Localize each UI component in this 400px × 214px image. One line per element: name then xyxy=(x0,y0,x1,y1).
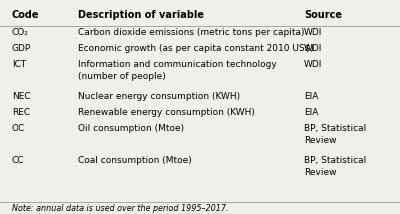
Text: EIA: EIA xyxy=(304,92,318,101)
Text: BP, Statistical
Review: BP, Statistical Review xyxy=(304,156,366,177)
Text: GDP: GDP xyxy=(12,44,31,53)
Text: Source: Source xyxy=(304,10,342,20)
Text: Nuclear energy consumption (KWH): Nuclear energy consumption (KWH) xyxy=(78,92,240,101)
Text: EIA: EIA xyxy=(304,108,318,117)
Text: OC: OC xyxy=(12,124,25,134)
Text: REC: REC xyxy=(12,108,30,117)
Text: Information and communication technology
(number of people): Information and communication technology… xyxy=(78,60,277,81)
Text: Note: annual data is used over the period 1995–2017.: Note: annual data is used over the perio… xyxy=(12,204,228,213)
Text: Oil consumption (Mtoe): Oil consumption (Mtoe) xyxy=(78,124,184,134)
Text: Description of variable: Description of variable xyxy=(78,10,204,20)
Text: Code: Code xyxy=(12,10,40,20)
Text: NEC: NEC xyxy=(12,92,31,101)
Text: Carbon dioxide emissions (metric tons per capita): Carbon dioxide emissions (metric tons pe… xyxy=(78,28,304,37)
Text: WDI: WDI xyxy=(304,28,322,37)
Text: BP, Statistical
Review: BP, Statistical Review xyxy=(304,124,366,145)
Text: CO₂: CO₂ xyxy=(12,28,29,37)
Text: Renewable energy consumption (KWH): Renewable energy consumption (KWH) xyxy=(78,108,255,117)
Text: Coal consumption (Mtoe): Coal consumption (Mtoe) xyxy=(78,156,192,165)
Text: ICT: ICT xyxy=(12,60,26,69)
Text: CC: CC xyxy=(12,156,24,165)
Text: Economic growth (as per capita constant 2010 US$): Economic growth (as per capita constant … xyxy=(78,44,314,53)
Text: WDI: WDI xyxy=(304,44,322,53)
Text: WDI: WDI xyxy=(304,60,322,69)
